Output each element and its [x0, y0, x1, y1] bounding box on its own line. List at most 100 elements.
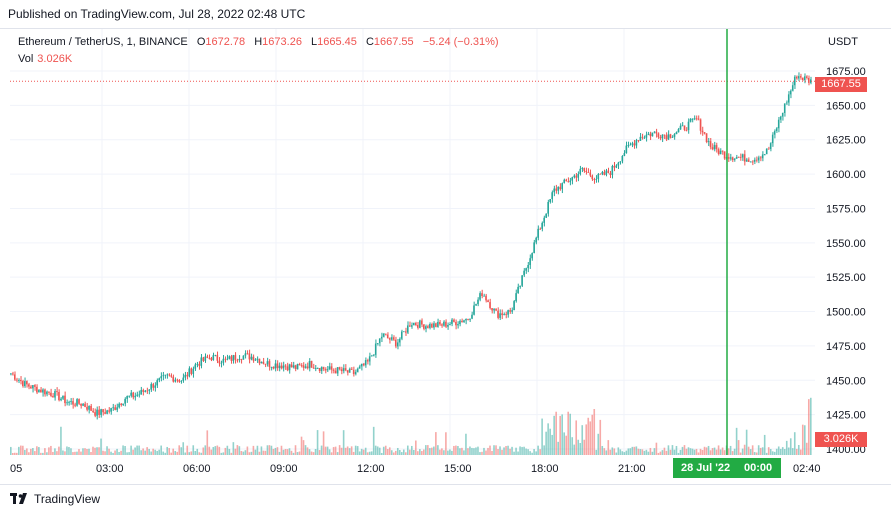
volume-bar: [382, 446, 385, 455]
candle-body: [288, 364, 291, 371]
candle-body: [78, 399, 80, 404]
candle-body: [68, 401, 70, 403]
candle-body: [160, 376, 162, 379]
y-tick-label: 1500.00: [826, 307, 866, 319]
volume-bar: [176, 451, 179, 455]
volume-bar: [647, 451, 650, 455]
candle-body: [328, 366, 331, 370]
candle-body: [294, 365, 297, 370]
volume-bar: [38, 447, 40, 455]
volume-bar: [731, 451, 734, 455]
x-tick-label: 06:00: [183, 463, 211, 475]
volume-bar: [747, 446, 750, 455]
candle-body: [501, 313, 503, 316]
volume-bar: [304, 445, 307, 455]
candle-body: [110, 408, 112, 412]
candle-body: [14, 374, 16, 380]
candle-body: [589, 172, 592, 176]
volume-bar: [415, 440, 417, 455]
volume-bar: [493, 445, 495, 455]
candle-body: [701, 130, 704, 133]
volume-bar: [475, 447, 477, 455]
candle-body: [66, 402, 68, 404]
candle-body: [643, 137, 646, 139]
candle-body: [753, 159, 756, 162]
candle-body: [739, 157, 742, 158]
candle-body: [18, 380, 20, 381]
candle-body: [128, 395, 130, 397]
volume-bar: [302, 440, 305, 455]
volume-bar: [402, 449, 405, 455]
candle-body: [334, 370, 337, 374]
volume-bar: [439, 449, 441, 455]
candle-body: [70, 401, 72, 402]
volume-bar: [757, 445, 760, 455]
volume-bar: [298, 451, 301, 455]
volume-bar: [441, 448, 443, 455]
volume-bar: [715, 449, 718, 455]
candle-body: [415, 322, 417, 326]
volume-bar: [22, 445, 24, 455]
candle-body: [302, 365, 305, 368]
volume-bar: [400, 452, 403, 455]
candle-body: [314, 368, 317, 369]
volume-bar: [388, 447, 391, 455]
candle-body: [164, 374, 166, 376]
candle-body: [511, 310, 513, 312]
volume-bar: [597, 433, 600, 455]
candle-body: [118, 403, 120, 408]
volume-bar: [94, 447, 96, 455]
volume-bar: [242, 451, 245, 455]
candle-body: [615, 165, 618, 168]
volume-bar: [613, 448, 616, 455]
candle-body: [392, 337, 395, 340]
volume-bar: [519, 446, 521, 455]
volume-bar: [471, 447, 473, 455]
candle-body: [655, 131, 658, 134]
candle-body: [304, 366, 307, 368]
volume-bar: [122, 445, 124, 455]
high-label: H: [254, 36, 263, 48]
volume-bar: [210, 449, 213, 455]
candle-body: [715, 145, 718, 150]
volume-bar: [795, 448, 798, 455]
candle-body: [76, 399, 78, 406]
volume-bar: [741, 448, 744, 455]
candle-body: [653, 131, 656, 133]
candle-body: [779, 116, 782, 120]
volume-bar: [723, 450, 726, 455]
candle-body: [380, 336, 383, 339]
candle-body: [80, 403, 82, 406]
candle-body: [727, 157, 730, 159]
volume-bar: [433, 446, 435, 455]
chart-frame[interactable]: [0, 28, 891, 485]
candle-body: [671, 136, 674, 138]
volume-bar: [785, 440, 788, 455]
crosshair-time-badge: 28 Jul '22 00:00: [673, 458, 781, 478]
volume-bar: [300, 436, 303, 455]
volume-bar: [449, 449, 451, 455]
volume-bar: [667, 445, 670, 455]
candle-body: [106, 410, 108, 414]
volume-bar: [384, 445, 387, 455]
footer[interactable]: TradingView: [10, 492, 100, 506]
volume-bar: [771, 451, 774, 455]
candle-body: [326, 369, 329, 371]
volume-bar: [643, 450, 646, 455]
volume-bar: [435, 432, 437, 455]
volume-bar: [110, 451, 112, 455]
volume-bar: [733, 448, 736, 455]
crosshair-time: 00:00: [744, 462, 773, 474]
volume-bar: [372, 426, 375, 455]
volume-bar: [511, 446, 513, 455]
volume-bar: [282, 449, 285, 455]
candle-body: [190, 368, 193, 374]
volume-bar: [601, 445, 604, 455]
candle-body: [421, 320, 423, 325]
volume-bar: [224, 447, 227, 455]
candle-body: [733, 158, 736, 160]
candle-body: [795, 76, 798, 79]
volume-bar: [248, 452, 251, 455]
volume-bar: [286, 449, 289, 455]
